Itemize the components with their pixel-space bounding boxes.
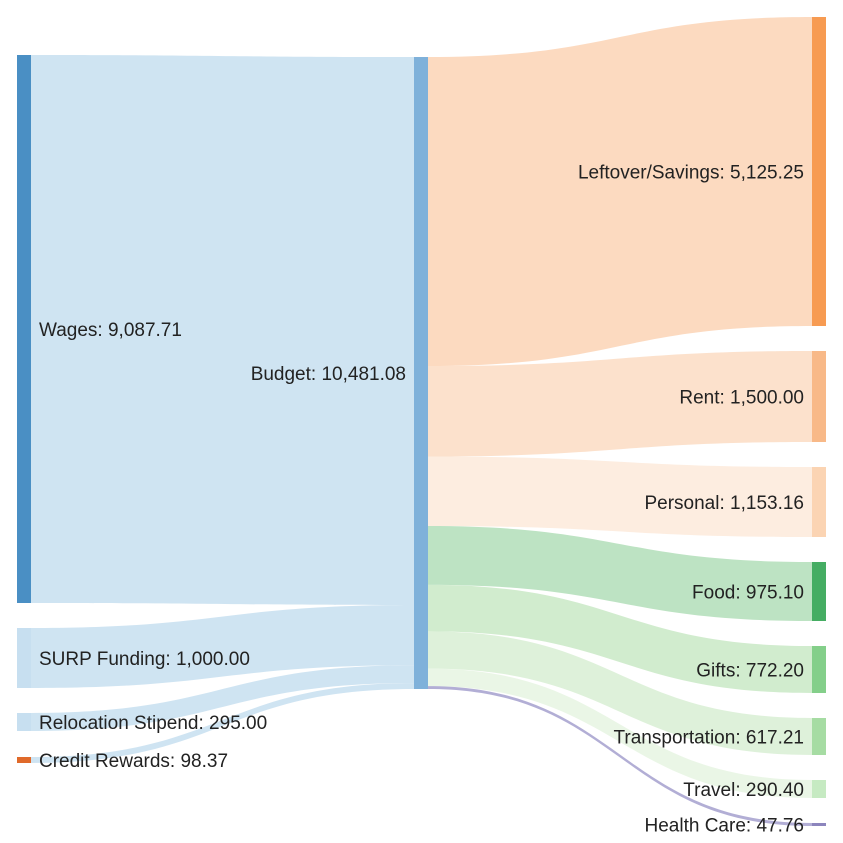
node-food: [812, 562, 826, 621]
node-gifts: [812, 646, 826, 693]
node-label-travel: Travel: 290.40: [683, 780, 804, 801]
links-layer: [31, 17, 812, 826]
link-credit-to-budget: [31, 683, 414, 763]
node-label-gifts: Gifts: 772.20: [696, 660, 804, 681]
node-surp: [17, 628, 31, 688]
link-budget-to-rent: [428, 351, 812, 457]
node-label-credit: Credit Rewards: 98.37: [39, 751, 228, 772]
link-budget-to-savings: [428, 17, 812, 367]
node-travel: [812, 780, 826, 798]
node-label-personal: Personal: 1,153.16: [644, 493, 804, 514]
link-budget-to-healthcare: [428, 686, 812, 826]
node-label-wages: Wages: 9,087.71: [39, 320, 182, 341]
labels-layer: Wages: 9,087.71 SURP Funding: 1,000.00 Rel…: [39, 162, 804, 836]
link-surp-to-budget: [31, 604, 414, 688]
node-transportation: [812, 718, 826, 755]
node-label-savings: Leftover/Savings: 5,125.25: [578, 162, 804, 183]
node-label-healthcare: Health Care: 47.76: [645, 815, 805, 836]
link-budget-to-gifts: [428, 584, 812, 693]
node-healthcare: [812, 823, 826, 826]
node-label-transportation: Transportation: 617.21: [614, 727, 804, 748]
node-label-food: Food: 975.10: [692, 582, 804, 603]
nodes-layer: [17, 17, 826, 826]
node-label-budget: Budget: 10,481.08: [251, 364, 406, 385]
node-label-relocation: Relocation Stipend: 295.00: [39, 713, 267, 734]
node-credit: [17, 757, 31, 763]
link-budget-to-transportation: [428, 631, 812, 755]
node-relocation: [17, 713, 31, 731]
node-personal: [812, 467, 826, 537]
node-budget: [414, 57, 428, 689]
node-savings: [812, 17, 826, 326]
node-label-rent: Rent: 1,500.00: [679, 387, 804, 408]
link-budget-to-personal: [428, 456, 812, 537]
link-budget-to-travel: [428, 668, 812, 798]
node-label-surp: SURP Funding: 1,000.00: [39, 649, 250, 670]
node-wages: [17, 55, 31, 603]
link-wages-to-budget: [31, 55, 414, 605]
link-budget-to-food: [428, 526, 812, 621]
link-relocation-to-budget: [31, 665, 414, 731]
node-rent: [812, 351, 826, 442]
